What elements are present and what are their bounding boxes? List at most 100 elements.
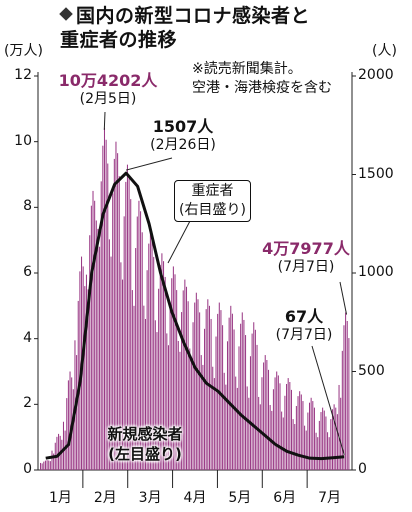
new-cases-bar (256, 344, 258, 470)
new-cases-bar (323, 410, 325, 470)
new-cases-bar (220, 310, 222, 470)
new-cases-bar (153, 256, 155, 470)
new-cases-bar (346, 321, 348, 470)
new-cases-bar (187, 301, 189, 470)
new-cases-bar (317, 437, 319, 470)
new-cases-bar (286, 383, 288, 470)
month-tick-label: 2月 (93, 490, 117, 506)
new-cases-bar (97, 228, 99, 470)
new-cases-bar (112, 193, 114, 470)
new-cases-bar (181, 312, 183, 470)
right-axis-unit: (人) (372, 43, 397, 59)
new-cases-bar (318, 420, 320, 470)
right-tick-label: 1500 (358, 165, 394, 182)
new-cases-bar (148, 243, 150, 470)
new-cases-bar (61, 439, 63, 470)
new-cases-bar (197, 299, 199, 470)
new-cases-bar (161, 253, 163, 470)
new-cases-bar (233, 329, 235, 470)
new-cases-bar (246, 386, 248, 470)
new-cases-bar (171, 278, 173, 470)
chart-title: 国内の新型コロナ感染者と 重症者の推移 (59, 4, 311, 52)
new-cases-bar (223, 372, 225, 470)
new-cases-bar (53, 453, 55, 470)
latest-severe-date: (7月7日) (275, 327, 333, 343)
new-cases-bar (304, 425, 306, 470)
new-cases-bar (69, 371, 71, 470)
new-cases-bar (133, 305, 135, 470)
new-cases-bar (76, 355, 78, 470)
new-cases-bar (302, 401, 304, 470)
right-tick-label: 2000 (358, 67, 394, 83)
new-cases-bar (194, 302, 196, 470)
peak-severe-date: (2月26日) (150, 137, 216, 153)
new-cases-bar (190, 358, 192, 470)
new-cases-bar (267, 369, 270, 470)
new-cases-bar (289, 382, 291, 470)
new-cases-bar (85, 274, 87, 470)
new-cases-bar (245, 335, 247, 470)
left-tick-label: 4 (23, 329, 32, 346)
severe-series-label: 重症者 (右目盛り) (174, 180, 251, 222)
new-cases-bar (140, 211, 142, 470)
new-cases-bar (341, 350, 343, 470)
peak-new-date: (2月5日) (79, 91, 137, 107)
peak-new-annotation: 10万4202人 (2月5日) (48, 72, 168, 108)
new-cases-bar (202, 364, 204, 470)
new-cases-bar (82, 266, 84, 470)
new-cases-bar (320, 412, 322, 470)
new-cases-bar (64, 430, 66, 470)
new-cases-bar (94, 200, 96, 470)
new-cases-bar (126, 164, 128, 470)
new-cases-bar (236, 387, 238, 470)
new-cases-bar (167, 345, 169, 470)
new-cases-bar (261, 377, 263, 470)
new-cases-bar (225, 384, 227, 470)
new-cases-bar (258, 396, 260, 470)
new-cases-bar (292, 419, 294, 470)
new-cases-bar (274, 377, 276, 470)
new-cases-bar (149, 230, 151, 470)
new-cases-bar (299, 391, 301, 470)
month-tick-label: 3月 (138, 490, 162, 506)
new-cases-bar (281, 411, 283, 470)
latest-severe-leader (311, 345, 345, 455)
new-cases-bar (113, 158, 115, 470)
month-tick-label: 5月 (228, 490, 252, 506)
new-cases-bar (330, 419, 332, 470)
new-cases-bar (95, 220, 97, 470)
left-tick-label: 8 (23, 198, 32, 215)
new-cases-bar (135, 248, 137, 470)
new-cases-bar (218, 302, 220, 470)
new-cases-bar (40, 462, 42, 470)
new-cases-bar (166, 333, 168, 470)
new-cases-bar (179, 351, 181, 470)
peak-new-leader (103, 111, 106, 130)
new-cases-bar (192, 322, 194, 470)
new-cases-bar (89, 235, 91, 470)
severe-cases-line (45, 171, 345, 461)
new-cases-bar (92, 190, 94, 471)
new-cases-bar (141, 232, 143, 470)
new-cases-bar (107, 163, 109, 470)
new-cases-bar (176, 290, 178, 470)
severe-label-line-1: 重症者 (191, 183, 234, 199)
title-line-1: 国内の新型コロナ感染者と (76, 5, 311, 27)
new-cases-bar (189, 348, 191, 470)
severe-label-line-2: (右目盛り) (179, 202, 246, 218)
new-cases-bar (300, 394, 302, 470)
latest-new-leader (339, 281, 348, 315)
new-cases-bar (143, 305, 145, 470)
new-cases-bar (48, 460, 50, 470)
new-cases-bar (62, 421, 64, 470)
peak-severe-annotation: 1507人 (2月26日) (128, 118, 238, 154)
new-cases-bar (295, 405, 297, 470)
new-cases-bar (231, 313, 233, 470)
new-cases-bar (128, 176, 130, 470)
new-cases-series-label: 新規感染者 (左目盛り) (90, 424, 200, 464)
new-cases-bar (325, 416, 327, 470)
source-note-line-1: ※読売新聞集計。 (192, 61, 302, 77)
new-cases-bar (249, 356, 251, 470)
new-cases-bar (327, 432, 329, 470)
new-cases-bar (277, 375, 279, 470)
